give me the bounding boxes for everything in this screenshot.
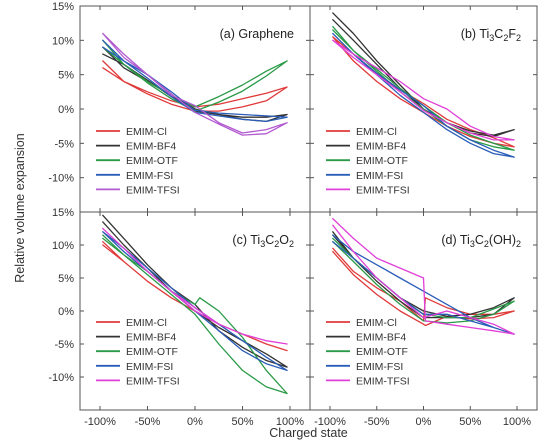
y-tick-label: 10% <box>52 240 74 252</box>
legend: EMIM-Cl EMIM-BF4 EMIM-OTF EMIM-FSI EMIM-TFSI <box>326 126 410 196</box>
x-tick-label: 50% <box>459 416 481 428</box>
legend-label: EMIM-FSI <box>356 361 403 373</box>
panel-title-subscript: 2 <box>516 33 521 43</box>
legend: EMIM-Cl EMIM-BF4 EMIM-OTF EMIM-FSI EMIM-TFSI <box>326 317 410 387</box>
panel-title-subscript: 2 <box>516 239 521 249</box>
panel-title-subscript: 3 <box>470 239 475 249</box>
y-tick-label: 0% <box>58 104 74 116</box>
legend-label: EMIM-Cl <box>126 126 167 138</box>
panel-title-text: (OH) <box>489 233 516 247</box>
y-tick-label: 15% <box>52 207 74 219</box>
panel-b: (b) Ti3C2F2EMIM-ClEMIM-BF4EMIM-OTFEMIM-F… <box>309 5 538 213</box>
legend-label: EMIM-BF4 <box>126 141 176 153</box>
panel-title-text: C <box>265 233 274 247</box>
x-tick-label: -50% <box>364 416 390 428</box>
panel-title-text: C <box>475 233 484 247</box>
legend-label: EMIM-BF4 <box>126 332 176 344</box>
x-tick-label: -100% <box>84 416 116 428</box>
series-line-emim-tfsi <box>332 39 515 141</box>
x-axis-title: Charged state <box>269 426 348 440</box>
legend-label: EMIM-FSI <box>356 170 403 182</box>
y-tick-label: 5% <box>58 70 74 82</box>
x-tick-label: -100% <box>314 416 346 428</box>
x-tick-label: 100% <box>276 416 304 428</box>
x-tick-label: 0% <box>187 416 203 428</box>
series-line-emim-otf <box>102 39 288 112</box>
panel-title: (b) Ti3C2F2 <box>461 27 521 43</box>
panel-title-subscript: 2 <box>484 239 489 249</box>
panel-title: (c) Ti3C2O2 <box>232 233 294 249</box>
legend: EMIM-Cl EMIM-BF4 EMIM-OTF EMIM-FSI EMIM-TFSI <box>96 317 180 387</box>
legend-label: EMIM-Cl <box>126 317 167 329</box>
panel-title-subscript: 2 <box>274 239 279 249</box>
panel-title: (d) Ti3C2(OH)2 <box>441 233 521 249</box>
legend-label: EMIM-OTF <box>356 346 408 358</box>
y-tick-label: -5% <box>54 138 74 150</box>
series-line-emim-fsi <box>102 39 288 123</box>
legend-label: EMIM-TFSI <box>126 184 180 196</box>
y-tick-label: -5% <box>54 339 74 351</box>
x-tick-label: 50% <box>231 416 253 428</box>
legend-label: EMIM-OTF <box>126 346 178 358</box>
panel-title-text: O <box>279 233 289 247</box>
x-tick-label: -50% <box>135 416 161 428</box>
panel-title-subscript: 2 <box>503 33 508 43</box>
legend-label: EMIM-Cl <box>356 317 397 329</box>
legend-label: EMIM-FSI <box>126 361 173 373</box>
legend-label: EMIM-TFSI <box>356 375 410 387</box>
panel-title-text: C <box>494 27 503 41</box>
panel-title-subscript: 3 <box>489 33 494 43</box>
panel-title-text: (d) Ti <box>441 233 469 247</box>
panel-title-text: (a) Graphene <box>220 27 294 41</box>
legend-label: EMIM-TFSI <box>356 184 410 196</box>
legend-label: EMIM-Cl <box>356 126 397 138</box>
legend-label: EMIM-TFSI <box>126 375 180 387</box>
panel-title-subscript: 2 <box>289 239 294 249</box>
legend: EMIM-Cl EMIM-BF4 EMIM-OTF EMIM-FSI EMIM-TFSI <box>96 126 180 196</box>
x-tick-label: 0% <box>416 416 432 428</box>
panel-title-text: (b) Ti <box>461 27 489 41</box>
series-line-emim-fsi <box>332 32 515 158</box>
series-line-emim-tfsi <box>102 32 288 136</box>
panel-a: 15%10%5%0%-5%-10%(a) GrapheneEMIM-ClEMIM… <box>48 1 311 213</box>
panel-title-subscript: 3 <box>260 239 265 249</box>
series-line-emim-tfsi <box>102 227 288 345</box>
panel-title: (a) Graphene <box>220 27 294 41</box>
y-tick-label: 5% <box>58 273 74 285</box>
legend-label: EMIM-OTF <box>356 155 408 167</box>
legend-label: EMIM-OTF <box>126 155 178 167</box>
legend-label: EMIM-FSI <box>126 170 173 182</box>
y-tick-label: 15% <box>52 1 74 13</box>
legend-label: EMIM-BF4 <box>356 332 406 344</box>
series-line-emim-cl <box>102 241 288 352</box>
panel-c: 15% 10% 5% 0% -5% -10% -100% -50% 0% 50% 100% (c) T… <box>48 207 311 428</box>
series-line-emim-cl <box>102 60 288 112</box>
y-tick-label: -10% <box>48 372 74 384</box>
panel-title-text: F <box>508 27 516 41</box>
y-axis-title: Relative volume expansion <box>13 133 27 282</box>
panel-d: -100% -50% 0% 50% 100%(d) Ti3C2(OH)2EMIM-ClE… <box>309 211 538 428</box>
legend-label: EMIM-BF4 <box>356 141 406 153</box>
series-line-emim-tfsi <box>332 217 515 335</box>
panel-title-text: (c) Ti <box>232 233 260 247</box>
series-line-emim-bf4 <box>102 214 288 368</box>
figure-layer: 15%10%5%0%-5%-10%(a) GrapheneEMIM-ClEMIM… <box>48 1 538 428</box>
x-tick-label: 100% <box>503 416 531 428</box>
y-tick-label: 10% <box>52 35 74 47</box>
y-tick-label: 0% <box>58 306 74 318</box>
y-tick-label: -10% <box>48 173 74 185</box>
